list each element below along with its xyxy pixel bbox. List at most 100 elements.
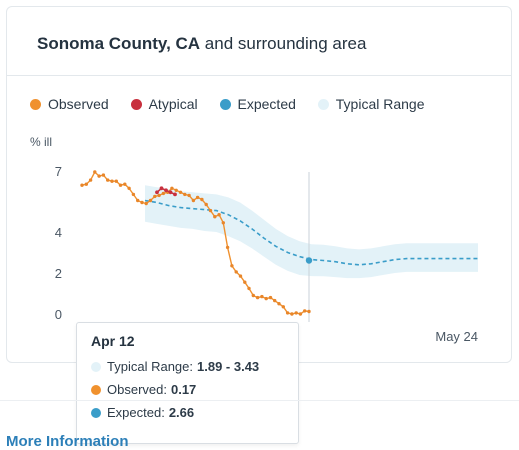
observed-point (187, 193, 191, 198)
observed-point (290, 312, 294, 316)
y-tick-label: 0 (55, 307, 62, 322)
observed-point (178, 190, 183, 194)
observed-point (140, 200, 144, 205)
chart-legend: Observed Atypical Expected Typical Range (30, 96, 443, 113)
section-divider (0, 400, 519, 401)
typical-range-band (145, 185, 478, 279)
tooltip-expected-label: Expected: (107, 405, 165, 420)
atypical-point (155, 190, 159, 195)
atypical-dot-icon (130, 98, 142, 110)
observed-point (204, 202, 208, 207)
observed-point (148, 198, 153, 203)
observed-point (200, 197, 204, 202)
observed-point (84, 182, 89, 186)
legend-atypical[interactable]: Atypical (130, 96, 198, 112)
observed-point (195, 195, 200, 200)
legend-expected[interactable]: Expected (219, 96, 296, 112)
illness-card: Sonoma County, CA and surrounding area (6, 6, 512, 363)
x-tick-label: May 24 (435, 329, 478, 344)
legend-observed[interactable]: Observed (30, 96, 109, 112)
observed-point (127, 186, 131, 190)
legend-typical-range-label: Typical Range (335, 96, 425, 112)
y-tick-label: 2 (55, 266, 62, 281)
y-tick-label: 4 (55, 225, 62, 240)
chart-tooltip: Apr 12 Typical Range: 1.89 - 3.43 Observ… (76, 322, 299, 444)
observed-point (221, 221, 225, 225)
card-header: Sonoma County, CA and surrounding area (7, 7, 511, 76)
expected-dot-icon (91, 407, 101, 418)
observed-point (247, 286, 251, 291)
y-tick-label: 7 (55, 164, 62, 179)
tooltip-typical-row: Typical Range: 1.89 - 3.43 (91, 355, 284, 378)
tooltip-expected-row: Expected: 2.66 (91, 401, 284, 424)
expected-series-line (144, 199, 478, 266)
location-title: Sonoma County, CA and surrounding area (37, 34, 366, 54)
observed-point (97, 174, 101, 178)
more-information-link[interactable]: More Information (6, 433, 129, 450)
observed-dot-icon (30, 98, 41, 110)
atypical-point (159, 186, 164, 191)
observed-point (110, 179, 114, 183)
tooltip-typical-value: 1.89 - 3.43 (197, 359, 260, 374)
observed-point (213, 215, 217, 219)
typical-range-dot-icon (317, 98, 329, 110)
observed-point (294, 311, 298, 315)
typical-range-dot-icon (91, 361, 101, 372)
tooltip-observed-row: Observed: 0.17 (91, 378, 284, 401)
legend-observed-label: Observed (48, 96, 109, 112)
observed-point (238, 274, 243, 278)
legend-atypical-label: Atypical (148, 96, 198, 112)
location-suffix: and surrounding area (200, 34, 367, 53)
observed-point (268, 295, 273, 300)
observed-dot-icon (91, 384, 101, 395)
observed-point (174, 188, 178, 192)
legend-expected-label: Expected (237, 96, 296, 112)
location-name: Sonoma County, CA (37, 34, 201, 53)
expected-dot-icon (219, 98, 231, 110)
tooltip-expected-value: 2.66 (168, 405, 195, 420)
observed-point (183, 192, 187, 197)
observed-point (208, 208, 213, 213)
observed-point (114, 179, 119, 183)
observed-point (170, 186, 174, 190)
observed-point (303, 309, 307, 313)
tooltip-typical-label: Typical Range: (107, 359, 193, 374)
observed-point (161, 191, 166, 196)
observed-point (225, 245, 230, 250)
tooltip-date: Apr 12 (91, 333, 135, 349)
observed-point (285, 311, 290, 315)
observed-point (144, 201, 148, 206)
legend-typical-range[interactable]: Typical Range (317, 96, 425, 112)
tooltip-observed-value: 0.17 (170, 382, 197, 397)
observed-point (298, 312, 303, 316)
observed-point (255, 295, 260, 300)
observed-point (157, 193, 161, 198)
observed-point (123, 182, 127, 186)
observed-point (191, 198, 196, 203)
observed-point (264, 296, 268, 301)
observed-point (234, 270, 238, 274)
observed-point (88, 178, 93, 182)
observed-point (277, 302, 281, 306)
observed-point (153, 194, 157, 199)
atypical-point (164, 188, 168, 193)
observed-point (217, 213, 221, 217)
observed-point (273, 298, 277, 303)
atypical-point (168, 190, 173, 195)
observed-point (260, 294, 264, 299)
expected-hover-marker (305, 257, 313, 264)
observed-point (136, 198, 140, 203)
observed-point (118, 183, 123, 187)
observed-point (80, 183, 84, 187)
tooltip-observed-label: Observed: (107, 382, 167, 397)
observed-point (93, 170, 97, 174)
atypical-point (173, 192, 177, 197)
observed-point (131, 192, 136, 197)
observed-point (230, 264, 234, 268)
observed-point (307, 309, 311, 314)
y-axis-label: % ill (30, 135, 53, 149)
observed-point (106, 178, 110, 182)
observed-point (281, 305, 285, 309)
observed-point (243, 280, 247, 284)
